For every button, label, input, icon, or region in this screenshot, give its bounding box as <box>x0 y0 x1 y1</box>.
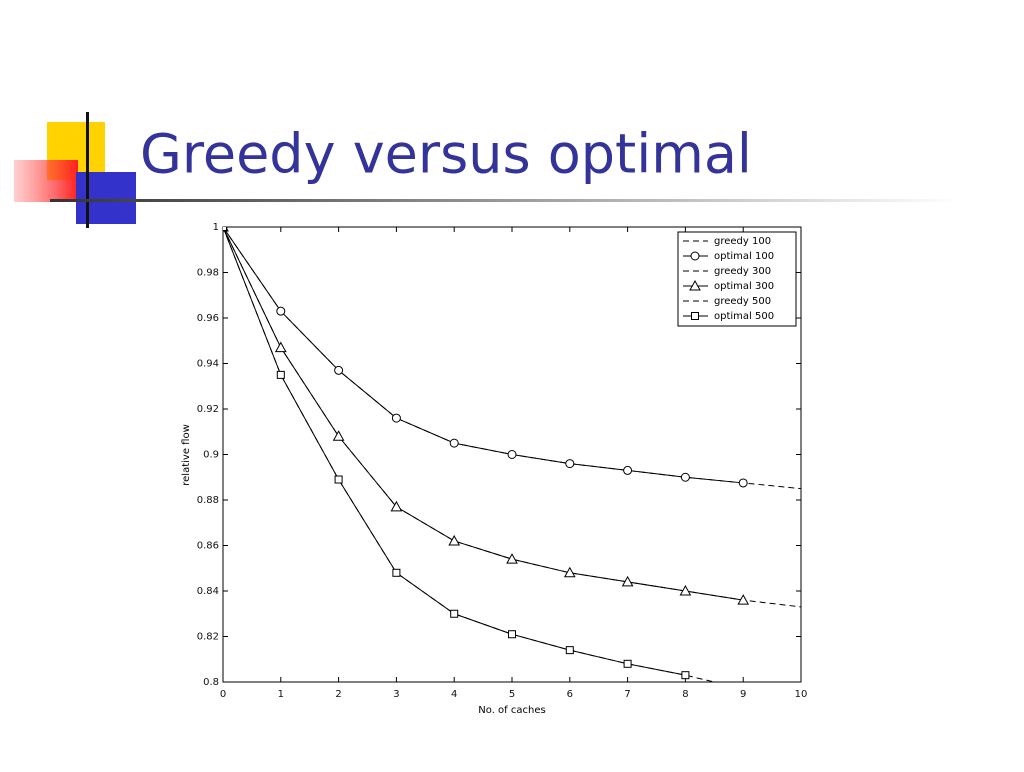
y-tick-label: 0.92 <box>197 404 219 415</box>
marker <box>621 575 634 587</box>
legend-label: greedy 300 <box>714 266 771 277</box>
marker <box>565 646 574 655</box>
marker <box>737 594 750 605</box>
slide-title: Greedy versus optimal <box>140 123 752 186</box>
marker <box>679 584 692 596</box>
series-line <box>223 227 744 601</box>
y-tick-label: 0.82 <box>197 632 219 643</box>
y-tick-label: 1 <box>213 222 219 233</box>
x-tick-label: 2 <box>335 689 341 700</box>
y-tick-label: 0.86 <box>197 541 219 552</box>
x-tick-label: 3 <box>393 689 399 700</box>
deco-hline <box>50 199 960 202</box>
marker <box>223 227 227 231</box>
marker <box>563 566 576 578</box>
marker <box>334 365 344 375</box>
marker <box>681 671 690 680</box>
y-axis-label: relative flow <box>181 424 192 486</box>
legend-label: greedy 100 <box>714 236 771 247</box>
x-tick-label: 8 <box>682 689 688 700</box>
marker <box>274 341 287 353</box>
x-tick-label: 1 <box>278 689 284 700</box>
deco-red <box>14 160 78 202</box>
marker <box>449 438 459 448</box>
marker <box>689 279 701 291</box>
marker <box>623 465 633 475</box>
y-tick-label: 0.96 <box>197 313 219 324</box>
x-tick-label: 4 <box>451 689 457 700</box>
legend-label: optimal 100 <box>714 251 774 262</box>
marker <box>391 413 401 423</box>
marker <box>390 500 403 512</box>
y-tick-label: 0.88 <box>197 495 219 506</box>
marker <box>450 609 459 618</box>
x-tick-label: 0 <box>220 689 226 700</box>
marker <box>565 459 575 469</box>
x-axis-label: No. of caches <box>478 705 545 716</box>
marker <box>334 475 343 484</box>
x-tick-label: 5 <box>509 689 515 700</box>
marker <box>276 370 285 379</box>
marker <box>738 478 748 488</box>
x-tick-label: 7 <box>624 689 630 700</box>
marker <box>332 430 345 441</box>
marker <box>506 553 518 564</box>
marker <box>276 306 286 316</box>
x-tick-label: 9 <box>740 689 746 700</box>
y-tick-label: 0.84 <box>197 586 219 597</box>
marker <box>507 450 517 459</box>
legend-label: greedy 500 <box>714 296 771 307</box>
y-tick-label: 0.9 <box>203 450 219 461</box>
y-tick-label: 0.94 <box>197 359 219 370</box>
legend-box <box>677 231 797 327</box>
x-tick-label: 6 <box>567 689 573 700</box>
x-tick-label: 10 <box>795 689 808 700</box>
marker <box>690 251 700 261</box>
series-line <box>223 227 744 484</box>
deco-blue <box>76 172 136 224</box>
marker <box>680 472 690 482</box>
marker <box>448 534 461 546</box>
legend-label: optimal 300 <box>714 281 774 292</box>
y-tick-label: 0.98 <box>197 268 219 279</box>
marker <box>623 659 632 668</box>
marker <box>691 312 699 320</box>
plot-area <box>223 227 801 682</box>
legend-label: optimal 500 <box>714 311 774 322</box>
marker <box>392 568 401 577</box>
y-tick-label: 0.8 <box>203 677 219 688</box>
deco-vline <box>86 112 89 228</box>
marker <box>508 630 516 639</box>
